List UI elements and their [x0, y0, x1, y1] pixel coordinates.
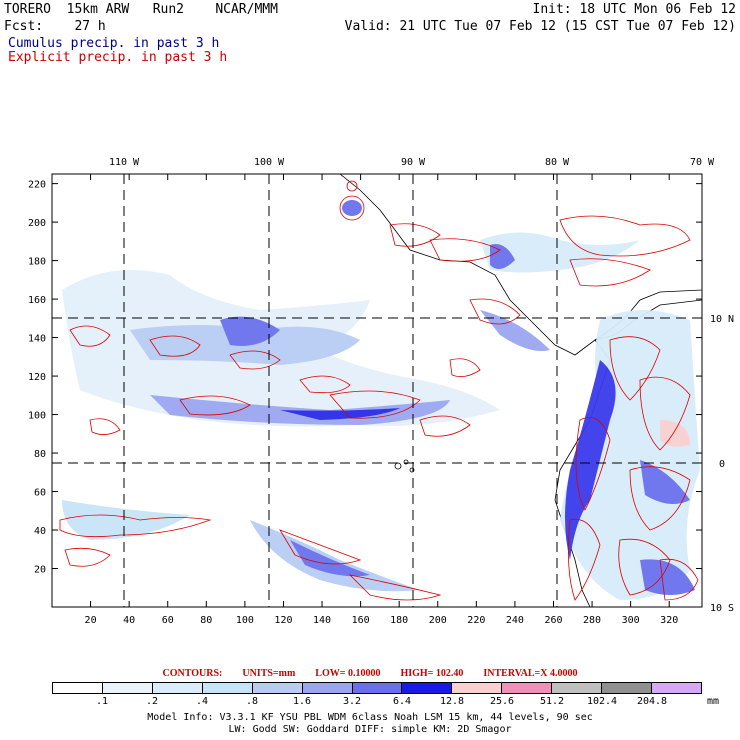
contours-interval: INTERVAL=X 4.0000 — [483, 668, 578, 679]
colorbar-swatch — [53, 683, 103, 693]
colorbar-swatch — [402, 683, 453, 693]
x-tick-label: 60 — [162, 615, 174, 626]
longitude-label: 90 W — [401, 157, 426, 168]
y-tick-label: 120 — [28, 372, 46, 383]
y-tick-label: 180 — [28, 257, 46, 268]
latitude-label: 0 — [719, 459, 725, 470]
y-tick-label: 220 — [28, 180, 46, 191]
colorbar-label: 1.6 — [292, 696, 312, 707]
model-info: Model Info: V3.3.1 KF YSU PBL WDM 6class… — [147, 712, 593, 723]
x-tick-label: 240 — [506, 615, 524, 626]
y-tick-label: 80 — [34, 449, 46, 460]
x-tick-label: 300 — [622, 615, 640, 626]
x-tick-label: 40 — [123, 615, 135, 626]
colorbar-swatch — [352, 683, 403, 693]
x-tick-label: 220 — [467, 615, 485, 626]
colorbar-label: .8 — [245, 696, 259, 707]
explicit-legend: Explicit precip. in past 3 h — [8, 50, 228, 65]
colorbar-label: .1 — [95, 696, 109, 707]
graticule — [52, 174, 702, 607]
colorbar-swatch — [502, 683, 553, 693]
colorbar-label: 3.2 — [342, 696, 362, 707]
longitude-label: 110 W — [109, 157, 140, 168]
colorbar-swatch — [302, 683, 353, 693]
x-tick-label: 160 — [352, 615, 370, 626]
map-fields — [52, 174, 702, 607]
axis-ticks — [52, 174, 702, 607]
y-tick-label: 20 — [34, 565, 46, 576]
y-tick-label: 200 — [28, 218, 46, 229]
colorbar-swatch — [552, 683, 603, 693]
colorbar-swatch — [602, 683, 653, 693]
x-tick-label: 260 — [544, 615, 562, 626]
cumulus-legend: Cumulus precip. in past 3 h — [8, 36, 220, 51]
model-physics: LW: Godd SW: Goddard DIFF: simple KM: 2D… — [228, 724, 512, 735]
y-tick-label: 40 — [34, 526, 46, 537]
colorbar-label: 204.8 — [636, 696, 668, 707]
axis-tick-labels: 220 200 180 160 140 120 100 80 60 40 20 20 40 60 80 100… — [28, 157, 734, 626]
x-tick-label: 20 — [85, 615, 97, 626]
contours-caption: CONTOURS: UNITS=mm LOW= 0.10000 HIGH= 102.4… — [0, 668, 740, 679]
colorbar-swatch — [102, 683, 153, 693]
valid-time: Valid: 21 UTC Tue 07 Feb 12 (15 CST Tue … — [344, 19, 736, 34]
colorbar-label: 6.4 — [392, 696, 412, 707]
colorbar-swatch — [452, 683, 503, 693]
colorbar — [52, 682, 702, 694]
latitude-label: 10 N — [710, 314, 734, 325]
colorbar-label: 102.4 — [586, 696, 618, 707]
longitude-label: 80 W — [545, 157, 570, 168]
x-tick-label: 140 — [313, 615, 331, 626]
longitude-label: 70 W — [690, 157, 715, 168]
latitude-label: 10 S — [710, 603, 734, 614]
y-tick-label: 140 — [28, 334, 46, 345]
init-time: Init: 18 UTC Mon 06 Feb 12 — [532, 2, 737, 17]
y-tick-label: 100 — [28, 411, 46, 422]
x-tick-label: 120 — [274, 615, 292, 626]
colorbar-label: .4 — [195, 696, 209, 707]
y-tick-label: 160 — [28, 295, 46, 306]
contours-low: LOW= 0.10000 — [315, 668, 381, 679]
colorbar-swatch — [252, 683, 303, 693]
contours-units: UNITS=mm — [242, 668, 296, 679]
colorbar-label: 25.6 — [489, 696, 515, 707]
contours-high: HIGH= 102.40 — [400, 668, 464, 679]
colorbar-swatch — [652, 683, 701, 693]
run-title: TORERO 15km ARW Run2 NCAR/MMM — [4, 2, 278, 17]
contours-label: CONTOURS: — [162, 668, 223, 679]
x-tick-label: 320 — [660, 615, 678, 626]
forecast-hour: Fcst: 27 h — [4, 19, 106, 34]
longitude-label: 100 W — [254, 157, 285, 168]
cumulus-precip — [62, 200, 700, 600]
x-tick-label: 80 — [200, 615, 212, 626]
x-tick-label: 280 — [583, 615, 601, 626]
y-tick-label: 60 — [34, 488, 46, 499]
colorbar-swatch — [152, 683, 203, 693]
colorbar-unit: mm — [707, 696, 720, 707]
colorbar-label: 51.2 — [539, 696, 565, 707]
x-tick-label: 180 — [390, 615, 408, 626]
x-tick-label: 200 — [429, 615, 447, 626]
colorbar-swatch — [202, 683, 253, 693]
x-tick-label: 100 — [236, 615, 254, 626]
colorbar-label: 12.8 — [439, 696, 465, 707]
colorbar-label: .2 — [145, 696, 159, 707]
explicit-precip-contours — [59, 180, 699, 601]
